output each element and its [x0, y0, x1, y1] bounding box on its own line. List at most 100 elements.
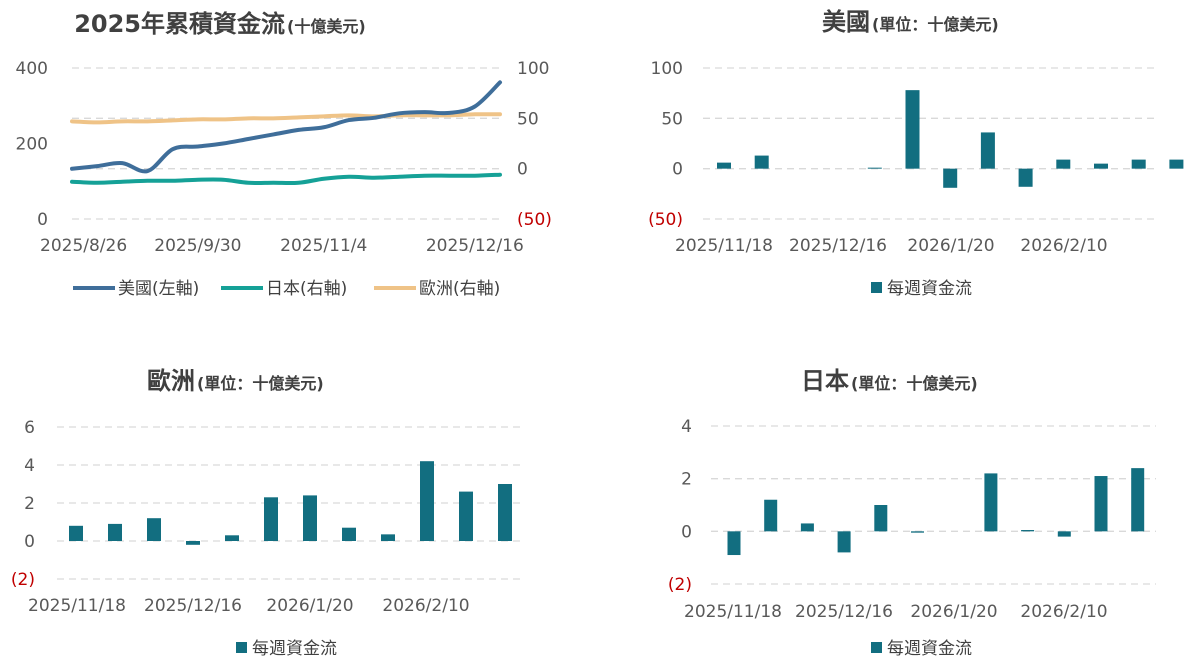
y-right-tick-label: 50 — [517, 109, 539, 129]
y-tick-label: 6 — [24, 418, 35, 438]
europe-weekly-flow-chart: 歐洲 (單位：十億美元) (2) 0 2 4 6 2025/11/18 2025/12/16… — [11, 367, 523, 659]
series-line — [70, 112, 502, 125]
y-tick-label: 100 — [651, 59, 683, 79]
x-tick-label: 2026/1/20 — [266, 596, 353, 616]
bar — [1131, 468, 1145, 532]
bar — [874, 505, 888, 532]
y-left-tick-label: 0 — [37, 210, 48, 230]
y-tick-label: 2 — [681, 470, 692, 490]
y-tick-label: 4 — [24, 456, 35, 476]
legend-label: 每週資金流 — [887, 639, 972, 659]
legend-label: 日本(右軸) — [266, 279, 347, 299]
x-tick-label: 2025/12/16 — [426, 236, 524, 256]
bar — [225, 535, 239, 541]
bar — [459, 491, 473, 541]
bar — [69, 525, 83, 541]
x-tick-label: 2026/1/20 — [910, 602, 997, 622]
bar — [980, 132, 995, 169]
x-tick-label: 2025/12/16 — [795, 602, 893, 622]
bar — [943, 168, 958, 188]
bar — [1021, 530, 1035, 532]
y-tick-label: 0 — [681, 522, 692, 542]
bar — [867, 167, 882, 169]
bar — [498, 484, 512, 541]
bar — [717, 162, 731, 169]
bar — [905, 90, 920, 169]
y-tick-label: 0 — [672, 160, 683, 180]
x-tick-label: 2025/11/18 — [684, 602, 782, 622]
cumulative-flow-chart: 2025年累積資金流 (十億美元) 0 200 400 (50) 0 50 100 202… — [16, 10, 552, 299]
bar — [1131, 159, 1146, 169]
y-tick-label: 0 — [24, 532, 35, 552]
y-tick-label: 50 — [661, 109, 683, 129]
bar — [1094, 163, 1108, 169]
bar — [837, 531, 851, 553]
chart-title-unit: (單位：十億美元) — [851, 374, 978, 393]
x-tick-label: 2025/11/18 — [28, 596, 126, 616]
y-left-tick-label: 200 — [16, 135, 48, 155]
legend-item: 歐洲(右軸) — [374, 279, 500, 299]
y-tick-label: (2) — [668, 575, 692, 595]
bar — [186, 541, 200, 545]
chart-title: 美國 — [822, 8, 870, 36]
y-tick-label: (50) — [648, 210, 683, 230]
legend-label: 歐洲(右軸) — [419, 279, 500, 299]
legend-item: 美國(左軸) — [73, 279, 199, 299]
bar — [264, 497, 278, 541]
chart-title: 歐洲 — [147, 367, 195, 395]
legend-item: 每週資金流 — [871, 639, 972, 659]
y-right-tick-label: (50) — [517, 210, 552, 230]
bar — [381, 534, 395, 541]
legend-swatch — [871, 642, 882, 653]
x-tick-label: 2026/1/20 — [907, 236, 994, 256]
bar — [984, 473, 998, 532]
bar — [764, 499, 778, 532]
x-tick-label: 2025/12/16 — [144, 596, 242, 616]
chart-title: 日本 — [801, 367, 849, 395]
bar — [342, 527, 356, 541]
chart-title-unit: (單位：十億美元) — [197, 374, 324, 393]
y-right-tick-label: 100 — [517, 59, 549, 79]
x-tick-label: 2026/2/10 — [1020, 236, 1107, 256]
bar — [800, 523, 814, 532]
chart-title-unit: (十億美元) — [287, 17, 366, 36]
bar — [1018, 168, 1033, 187]
bar — [108, 523, 122, 541]
legend-item: 日本(右軸) — [221, 279, 347, 299]
bar — [420, 461, 434, 541]
y-left-tick-label: 400 — [16, 59, 48, 79]
y-tick-label: 2 — [24, 494, 35, 514]
us-weekly-flow-chart: 美國 (單位：十億美元) (50) 0 50 100 2025/11/18 2025/12… — [648, 8, 1184, 299]
bar — [303, 495, 317, 541]
bar — [1169, 159, 1184, 169]
y-tick-label: (2) — [11, 570, 35, 590]
x-tick-label: 2026/2/10 — [1020, 602, 1107, 622]
legend-swatch — [871, 282, 882, 293]
x-tick-label: 2026/2/10 — [382, 596, 469, 616]
legend-swatch — [236, 642, 247, 653]
bar — [911, 531, 924, 533]
x-tick-label: 2025/11/4 — [280, 236, 367, 256]
legend-label: 每週資金流 — [887, 279, 972, 299]
x-tick-label: 2025/9/30 — [154, 236, 241, 256]
bar — [754, 155, 769, 169]
japan-weekly-flow-chart: 日本 (單位：十億美元) (2) 0 2 4 2025/11/18 2025/12/16 2… — [668, 367, 1156, 659]
legend-label: 每週資金流 — [252, 639, 337, 659]
x-tick-label: 2025/11/18 — [675, 236, 773, 256]
x-tick-label: 2025/12/16 — [789, 236, 887, 256]
legend-item: 每週資金流 — [871, 279, 972, 299]
legend-label: 美國(左軸) — [118, 279, 199, 299]
y-right-tick-label: 0 — [517, 160, 528, 180]
chart-title-unit: (單位：十億美元) — [872, 15, 999, 34]
y-tick-label: 4 — [681, 417, 692, 437]
series-line — [70, 172, 502, 186]
chart-title: 2025年累積資金流 — [74, 10, 285, 38]
legend-item: 每週資金流 — [236, 639, 337, 659]
bar — [1057, 531, 1071, 537]
bar — [147, 518, 161, 541]
bar — [1056, 159, 1071, 169]
bar — [1094, 476, 1108, 532]
bar — [727, 531, 741, 556]
series-line — [70, 80, 502, 174]
